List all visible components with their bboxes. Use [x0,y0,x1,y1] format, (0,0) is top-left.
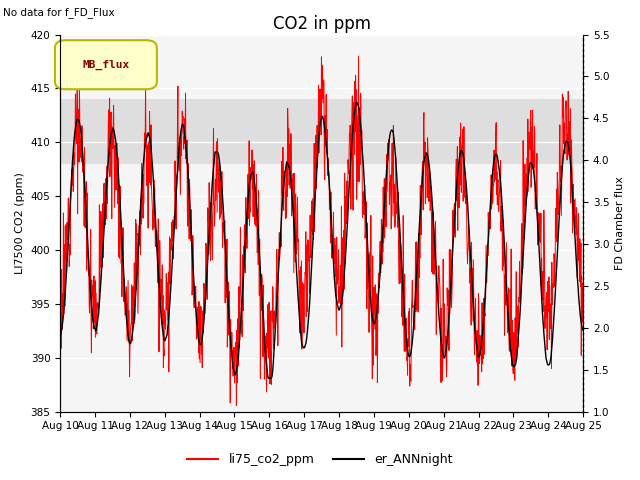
FancyBboxPatch shape [55,40,157,89]
Y-axis label: FD Chamber flux: FD Chamber flux [615,176,625,270]
Y-axis label: LI7500 CO2 (ppm): LI7500 CO2 (ppm) [15,172,25,274]
Text: MB_flux: MB_flux [83,60,130,70]
Text: No data for f_FD_Flux: No data for f_FD_Flux [3,7,115,18]
Legend: li75_co2_ppm, er_ANNnight: li75_co2_ppm, er_ANNnight [182,448,458,471]
Bar [60,99,583,164]
Title: CO2 in ppm: CO2 in ppm [273,15,371,33]
